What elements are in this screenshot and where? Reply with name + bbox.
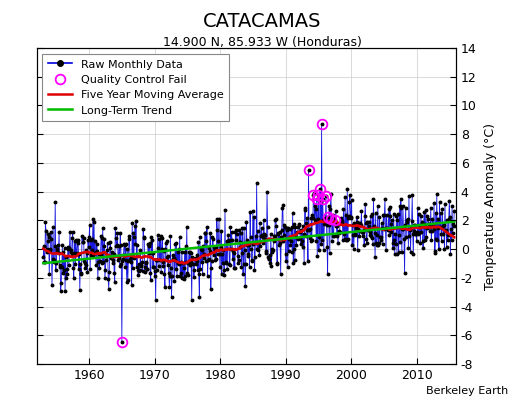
Text: 14.900 N, 85.933 W (Honduras): 14.900 N, 85.933 W (Honduras)	[162, 36, 362, 49]
Text: Berkeley Earth: Berkeley Earth	[426, 386, 508, 396]
Legend: Raw Monthly Data, Quality Control Fail, Five Year Moving Average, Long-Term Tren: Raw Monthly Data, Quality Control Fail, …	[42, 54, 230, 121]
Y-axis label: Temperature Anomaly (°C): Temperature Anomaly (°C)	[484, 122, 497, 290]
Text: CATACAMAS: CATACAMAS	[203, 12, 321, 31]
